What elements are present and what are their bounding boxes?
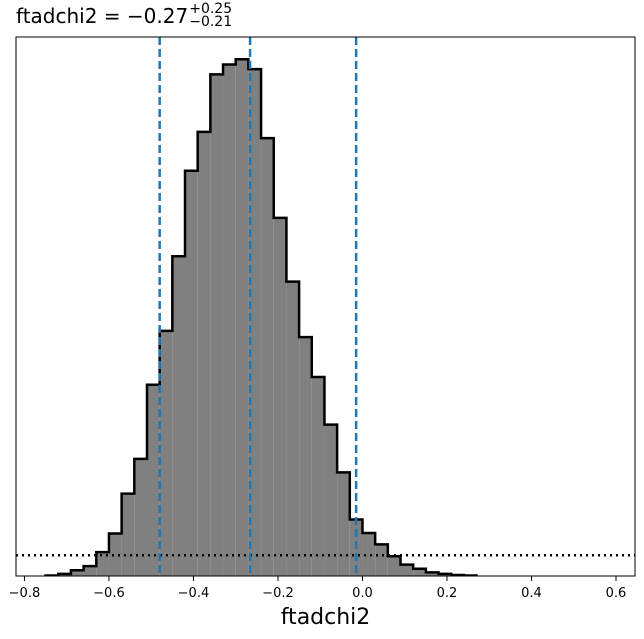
title-param: ftadchi2 — [16, 4, 98, 28]
histogram-bar — [387, 556, 401, 576]
x-tick-label: 0.0 — [352, 586, 373, 601]
histogram-bar — [197, 131, 211, 576]
x-tick-label: 0.2 — [437, 586, 458, 601]
title-equals: = — [97, 4, 127, 28]
histogram-bar — [83, 566, 97, 576]
histogram-bar — [70, 570, 84, 576]
histogram-bar — [210, 74, 224, 576]
histogram-bar — [185, 170, 198, 576]
histogram-bar — [134, 458, 147, 576]
histogram-bar — [223, 64, 236, 576]
plot-area — [16, 37, 635, 576]
histogram-bar — [413, 568, 426, 576]
histogram-bar — [299, 337, 312, 576]
chart-title: ftadchi2 = −0.27 +0.25 −0.21 — [16, 0, 233, 30]
histogram-bar — [261, 138, 274, 576]
histogram-bar — [286, 281, 300, 576]
histogram-bar — [425, 572, 439, 576]
x-tick-label: −0.8 — [9, 586, 41, 601]
histogram-bar — [248, 69, 262, 576]
title-err-plus: +0.25 — [189, 1, 233, 17]
histogram-bar — [108, 533, 122, 576]
histogram-bar — [273, 217, 287, 576]
histogram-outline — [44, 58, 478, 576]
histogram-bar — [324, 424, 338, 576]
x-axis: −0.8 −0.6 −0.4 −0.2 0.0 0.2 0.4 0.6 — [9, 576, 627, 601]
x-tick-label: −0.6 — [93, 586, 125, 601]
histogram-bar — [311, 376, 325, 576]
x-axis-label: ftadchi2 — [281, 605, 371, 630]
histogram-bar — [146, 384, 160, 576]
histogram-bar — [172, 256, 186, 576]
histogram-bar — [159, 330, 173, 576]
histogram-bar — [121, 493, 135, 576]
histogram-bar — [337, 472, 350, 576]
x-tick-label: 0.4 — [521, 586, 542, 601]
histogram-bar — [375, 544, 388, 576]
plot-frame — [15, 36, 636, 577]
histogram-bar — [400, 564, 414, 576]
histogram-bar — [96, 552, 109, 576]
title-median: −0.27 — [126, 4, 189, 28]
histogram-bar — [235, 59, 249, 576]
title-errors: +0.25 −0.21 — [189, 0, 233, 30]
x-tick-label: 0.6 — [606, 586, 627, 601]
title-err-minus: −0.21 — [189, 14, 233, 30]
x-tick-label: −0.4 — [178, 586, 210, 601]
x-tick-label: −0.2 — [262, 586, 294, 601]
histogram-bar — [362, 532, 376, 576]
